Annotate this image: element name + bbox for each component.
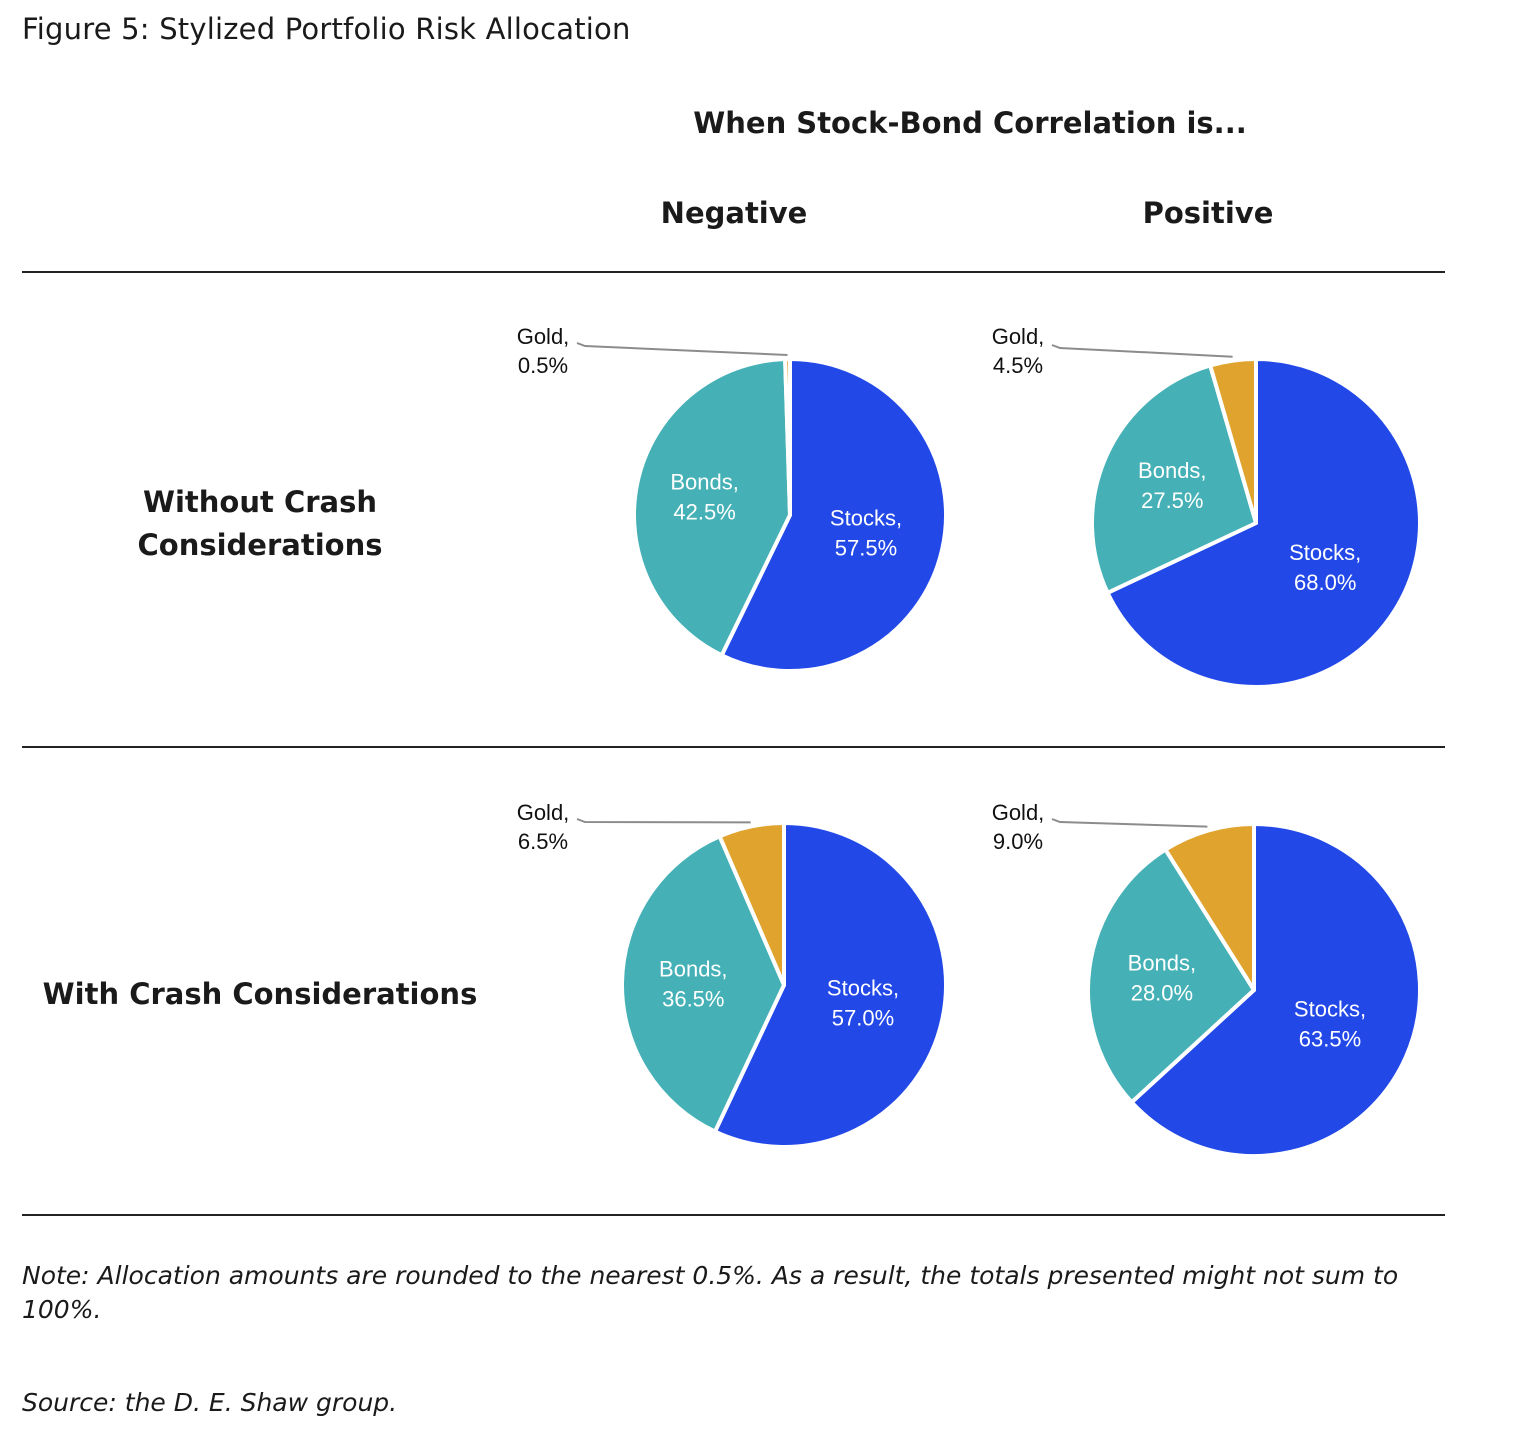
- gold-callout-label: Gold,: [517, 324, 570, 349]
- slice-label-stocks: Stocks,: [830, 506, 902, 531]
- gold-callout-label: 0.5%: [518, 353, 568, 378]
- row-label-line: Considerations: [137, 528, 383, 562]
- gold-callout-label: Gold,: [992, 800, 1045, 825]
- gold-callout-label: Gold,: [517, 800, 570, 825]
- gold-callout-label: Gold,: [992, 324, 1045, 349]
- source-note: Source: the D. E. Shaw group.: [22, 1388, 398, 1417]
- slice-label-bonds: 27.5%: [1141, 488, 1203, 513]
- slice-label-bonds: Bonds,: [670, 470, 739, 495]
- slice-label-stocks: 57.5%: [835, 536, 897, 561]
- allocation-note: Note: Allocation amounts are rounded to …: [22, 1261, 1399, 1324]
- row-label-without-crash: Without Crash Considerations: [60, 481, 460, 567]
- gold-callout-label: 6.5%: [518, 829, 568, 854]
- table-rule-top: [22, 271, 1445, 273]
- gold-callout-line: [1051, 344, 1233, 358]
- slice-label-stocks: 68.0%: [1294, 570, 1356, 595]
- gold-callout-line: [576, 818, 751, 824]
- pie-slice-stocks: [1129, 822, 1422, 1158]
- gold-callout-label: 4.5%: [993, 353, 1043, 378]
- column-header-negative: Negative: [660, 196, 808, 230]
- slice-label-stocks: 57.0%: [832, 1006, 894, 1031]
- pie-slice-gold: [1208, 357, 1258, 525]
- slice-label-bonds: 36.5%: [662, 987, 724, 1012]
- pie-slice-bonds: [620, 834, 786, 1134]
- slice-label-stocks: Stocks,: [1294, 996, 1366, 1021]
- pie-slice-gold: [783, 357, 792, 517]
- row-label-line: Without Crash: [142, 485, 378, 519]
- pie-slice-gold: [1163, 822, 1256, 992]
- figure-title: Figure 5: Stylized Portfolio Risk Alloca…: [22, 12, 631, 46]
- column-header-positive: Positive: [1142, 196, 1274, 230]
- slice-label-stocks: Stocks,: [1289, 540, 1361, 565]
- slice-label-bonds: 28.0%: [1131, 981, 1193, 1006]
- table-rule-bottom: [22, 1214, 1445, 1216]
- gold-callout-line: [1051, 818, 1208, 828]
- row-label-line: With Crash Considerations: [42, 977, 478, 1011]
- slice-label-bonds: Bonds,: [1128, 951, 1197, 976]
- slice-label-bonds: Bonds,: [659, 957, 728, 982]
- pie-slice-stocks: [719, 357, 948, 673]
- row-label-with-crash: With Crash Considerations: [30, 973, 490, 1016]
- pie-slice-gold: [717, 821, 786, 987]
- gold-callout-line: [576, 342, 788, 356]
- correlation-supertitle: When Stock-Bond Correlation is...: [693, 106, 1247, 140]
- pie-slice-stocks: [1105, 357, 1422, 689]
- pie-slice-bonds: [1086, 847, 1256, 1105]
- slice-label-stocks: Stocks,: [827, 976, 899, 1001]
- gold-callout-label: 9.0%: [993, 829, 1043, 854]
- pie-slice-bonds: [1090, 363, 1258, 595]
- slice-label-bonds: 42.5%: [673, 500, 735, 525]
- pie-slice-bonds: [632, 357, 792, 658]
- pie-slice-stocks: [713, 821, 948, 1149]
- slice-label-stocks: 63.5%: [1299, 1026, 1361, 1051]
- table-rule-middle: [22, 746, 1445, 748]
- slice-label-bonds: Bonds,: [1138, 458, 1207, 483]
